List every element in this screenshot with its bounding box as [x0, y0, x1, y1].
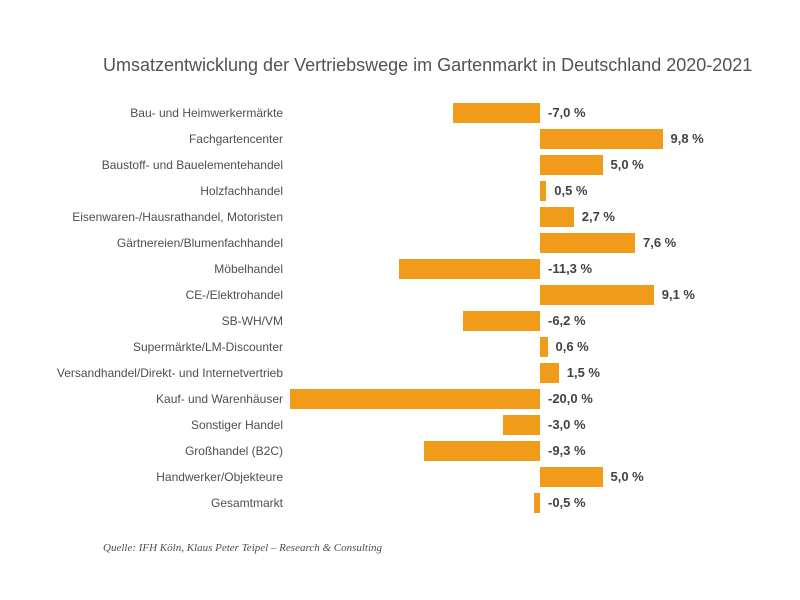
value-label: 7,6 %: [643, 235, 677, 250]
value-label: -3,0 %: [548, 417, 586, 432]
value-label: -11,3 %: [548, 261, 593, 276]
category-label: Großhandel (B2C): [184, 444, 283, 458]
chart-title: Umsatzentwicklung der Vertriebswege im G…: [103, 55, 753, 75]
value-label: 9,8 %: [670, 131, 704, 146]
category-label: Bau- und Heimwerkermärkte: [130, 106, 283, 120]
chart-row: Holzfachhandel 0,5 %: [0, 181, 800, 201]
value-label: -7,0 %: [548, 105, 586, 120]
bar: [540, 155, 603, 175]
value-label: 5,0 %: [610, 469, 644, 484]
category-label: Fachgartencenter: [188, 132, 283, 146]
category-label: Handwerker/Objekteure: [156, 470, 283, 484]
value-label: 0,6 %: [555, 339, 589, 354]
category-label: Supermärkte/LM-Discounter: [132, 340, 283, 354]
value-label: 9,1 %: [661, 287, 695, 302]
bar: [540, 207, 574, 227]
category-label: Baustoff- und Bauelementehandel: [101, 158, 283, 172]
chart-row: Sonstiger Handel -3,0 %: [0, 415, 800, 435]
chart-row: Versandhandel/Direkt- und Internetvertri…: [0, 363, 800, 383]
category-label: Holzfachhandel: [200, 184, 283, 198]
bar: [290, 389, 540, 409]
chart-row: Großhandel (B2C) -9,3 %: [0, 441, 800, 461]
chart-row: Supermärkte/LM-Discounter 0,6 %: [0, 337, 800, 357]
chart-row: Fachgartencenter 9,8 %: [0, 129, 800, 149]
bar: [540, 129, 663, 149]
chart-row: Kauf- und Warenhäuser -20,0 %: [0, 389, 800, 409]
category-label: SB-WH/VM: [221, 314, 283, 328]
chart-row: Bau- und Heimwerkermärkte -7,0 %: [0, 103, 800, 123]
value-label: -6,2 %: [548, 313, 586, 328]
bar: [398, 259, 540, 279]
chart-row: Gesamtmarkt -0,5 %: [0, 493, 800, 513]
bar: [502, 415, 540, 435]
chart-row: Eisenwaren-/Hausrathandel, Motoristen 2,7…: [0, 207, 800, 227]
chart-row: Handwerker/Objekteure 5,0 %: [0, 467, 800, 487]
category-label: Gärtnereien/Blumenfachhandel: [116, 236, 283, 250]
bar: [540, 337, 548, 357]
chart-row: Möbelhandel -11,3 %: [0, 259, 800, 279]
source-note: Quelle: IFH Köln, Klaus Peter Teipel – R…: [103, 542, 383, 554]
bar: [462, 311, 540, 331]
value-label: 0,5 %: [554, 183, 588, 198]
bar: [540, 181, 547, 201]
value-label: 5,0 %: [610, 157, 644, 172]
value-label: -9,3 %: [548, 443, 586, 458]
category-label: Kauf- und Warenhäuser: [156, 392, 283, 406]
chart-row: Baustoff- und Bauelementehandel 5,0 %: [0, 155, 800, 175]
category-label: Sonstiger Handel: [190, 418, 283, 432]
chart-row: CE-/Elektrohandel 9,1 %: [0, 285, 800, 305]
bar: [540, 285, 654, 305]
category-label: Versandhandel/Direkt- und Internetvertri…: [56, 366, 283, 380]
bar: [540, 233, 635, 253]
value-label: -0,5 %: [548, 495, 586, 510]
chart-row: SB-WH/VM -6,2 %: [0, 311, 800, 331]
chart-row: Gärtnereien/Blumenfachhandel 7,6 %: [0, 233, 800, 253]
bar: [423, 441, 540, 461]
category-label: Eisenwaren-/Hausrathandel, Motoristen: [72, 210, 283, 224]
category-label: Möbelhandel: [214, 262, 283, 276]
bar: [540, 363, 559, 383]
bar: [540, 467, 603, 487]
category-label: CE-/Elektrohandel: [185, 288, 283, 302]
value-label: 1,5 %: [566, 365, 600, 380]
category-label: Gesamtmarkt: [210, 496, 283, 510]
bar: [452, 103, 540, 123]
value-label: -20,0 %: [548, 391, 593, 406]
bar: [533, 493, 540, 513]
value-label: 2,7 %: [581, 209, 615, 224]
